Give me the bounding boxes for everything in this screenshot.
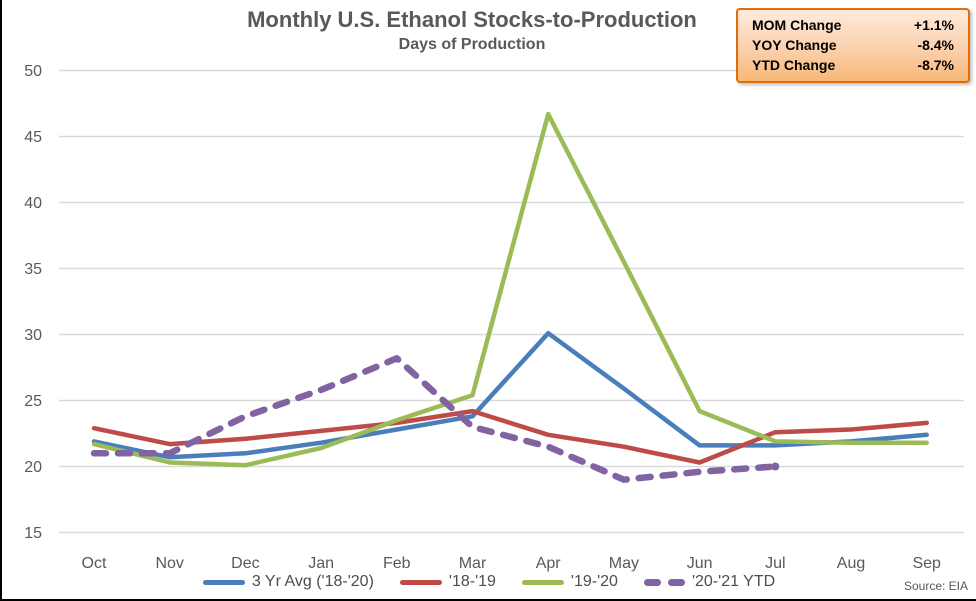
legend-label-3-yr-avg-18-20: 3 Yr Avg ('18-'20) <box>251 573 374 590</box>
stat-row-ytd: YTD Change -8.7% <box>752 55 954 75</box>
series-line-20-21-ytd <box>90 355 779 483</box>
x-axis-label-apr: Apr <box>536 555 562 572</box>
y-axis-tick-50: 50 <box>24 63 42 80</box>
stat-row-mom: MOM Change +1.1% <box>752 15 954 35</box>
series-endpoint-20-21-ytd <box>771 462 780 471</box>
y-axis-tick-35: 35 <box>24 261 42 278</box>
series-line-18-19 <box>91 408 929 465</box>
y-axis-tick-25: 25 <box>24 393 42 410</box>
x-axis-label-jul: Jul <box>765 555 785 572</box>
legend-swatch-20-21-ytd <box>643 578 685 586</box>
legend-item-18-19: '18-'19 <box>399 573 496 591</box>
y-axis-tick-45: 45 <box>24 129 42 146</box>
legend-label-19-20: '19-'20 <box>570 573 618 590</box>
y-axis-tick-15: 15 <box>24 525 42 542</box>
y-axis-tick-20: 20 <box>24 459 42 476</box>
x-axis-label-aug: Aug <box>837 555 865 572</box>
x-axis-label-feb: Feb <box>383 555 411 572</box>
x-axis-label-sep: Sep <box>912 555 941 572</box>
legend-swatch-dash <box>667 578 685 586</box>
stat-value-ytd: -8.7% <box>917 57 954 73</box>
stat-label-yoy: YOY Change <box>752 37 837 53</box>
y-axis-tick-40: 40 <box>24 195 42 212</box>
legend-item-20-21-ytd: '20-'21 YTD <box>643 573 776 591</box>
x-axis-label-may: May <box>609 555 639 572</box>
legend-swatch-3-yr-avg-18-20 <box>202 579 245 585</box>
legend-swatch-dash <box>643 578 661 586</box>
x-axis-label-nov: Nov <box>155 555 183 572</box>
source-label: Source: EIA <box>903 579 968 593</box>
stat-row-yoy: YOY Change -8.4% <box>752 35 954 55</box>
legend-label-18-19: '18-'19 <box>448 573 496 590</box>
x-axis-label-mar: Mar <box>459 555 487 572</box>
stats-box: MOM Change +1.1% YOY Change -8.4% YTD Ch… <box>736 8 970 83</box>
legend-item-3-yr-avg-18-20: 3 Yr Avg ('18-'20) <box>202 573 374 591</box>
legend-item-19-20: '19-'20 <box>521 573 618 591</box>
chart-legend: 3 Yr Avg ('18-'20) '18-'19 '19-'20 '20-'21 … <box>2 571 976 593</box>
legend-swatch-19-20 <box>521 579 564 585</box>
x-axis-label-dec: Dec <box>231 555 259 572</box>
legend-label-20-21-ytd: '20-'21 YTD <box>691 573 776 590</box>
stat-value-mom: +1.1% <box>913 17 954 33</box>
stat-value-yoy: -8.4% <box>917 37 954 53</box>
y-axis-tick-30: 30 <box>24 327 42 344</box>
stat-label-ytd: YTD Change <box>752 57 836 73</box>
x-axis-label-jan: Jan <box>308 555 334 572</box>
series-line-19-20 <box>91 111 929 468</box>
series-line-3-yr-avg-18-20 <box>91 330 929 460</box>
x-axis-label-oct: Oct <box>82 555 107 572</box>
stat-label-mom: MOM Change <box>752 17 842 33</box>
legend-swatch-18-19 <box>399 579 442 585</box>
x-axis-label-jun: Jun <box>687 555 713 572</box>
